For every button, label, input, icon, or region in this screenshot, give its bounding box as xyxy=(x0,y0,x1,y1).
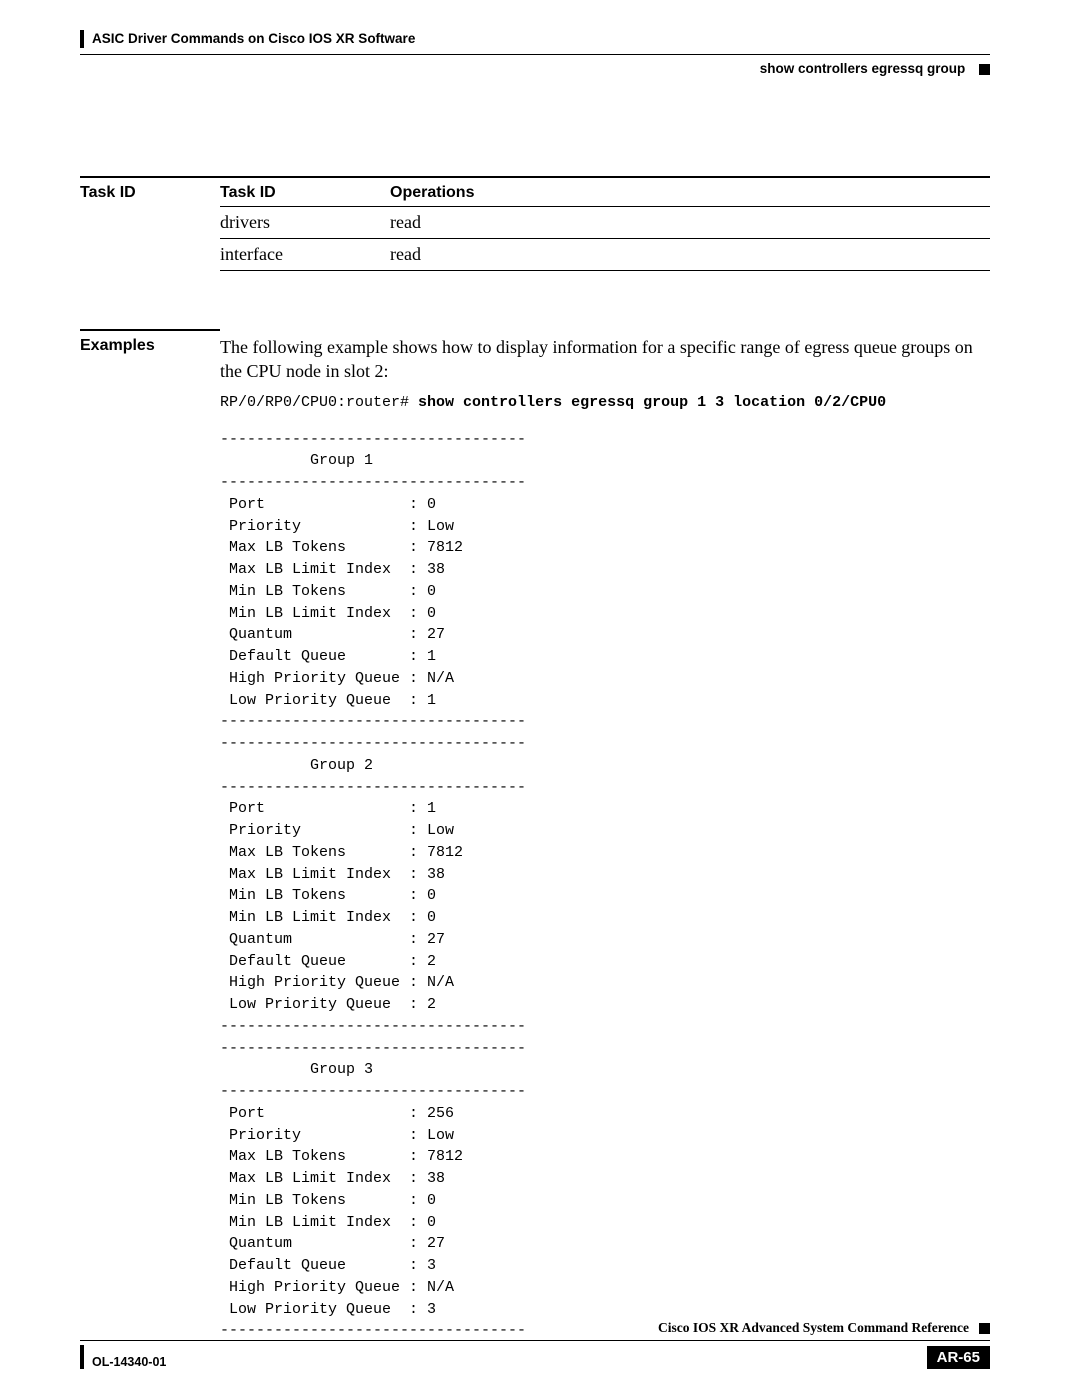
running-head-text: show controllers egressq group xyxy=(760,61,966,76)
cell-task: drivers xyxy=(220,207,390,239)
book-title: Cisco IOS XR Advanced System Command Ref… xyxy=(658,1320,969,1336)
cli-command: show controllers egressq group 1 3 locat… xyxy=(418,394,886,411)
cell-task: interface xyxy=(220,239,390,271)
examples-section: Examples The following example shows how… xyxy=(80,329,990,1342)
task-id-section: Task ID Task ID Operations drivers read … xyxy=(80,176,990,271)
cell-op: read xyxy=(390,239,990,271)
task-id-table: Task ID Operations drivers read interfac… xyxy=(220,176,990,271)
cli-prompt: RP/0/RP0/CPU0:router# xyxy=(220,394,418,411)
table-row: drivers read xyxy=(220,207,990,239)
task-id-label: Task ID xyxy=(80,184,136,201)
cli-output: ---------------------------------- Group… xyxy=(220,429,990,1343)
cli-line: RP/0/RP0/CPU0:router# show controllers e… xyxy=(220,394,990,411)
examples-intro: The following example shows how to displ… xyxy=(220,335,990,384)
doc-number: OL-14340-01 xyxy=(80,1345,166,1369)
cell-op: read xyxy=(390,207,990,239)
header-square-icon xyxy=(979,64,990,75)
footer-square-icon xyxy=(979,1323,990,1334)
table-header-taskid: Task ID xyxy=(220,177,390,207)
page-number: AR-65 xyxy=(927,1346,990,1369)
page-footer: Cisco IOS XR Advanced System Command Ref… xyxy=(80,1320,990,1369)
examples-label: Examples xyxy=(80,337,155,354)
chapter-title: ASIC Driver Commands on Cisco IOS XR Sof… xyxy=(92,31,415,46)
table-header-operations: Operations xyxy=(390,177,990,207)
table-row: interface read xyxy=(220,239,990,271)
